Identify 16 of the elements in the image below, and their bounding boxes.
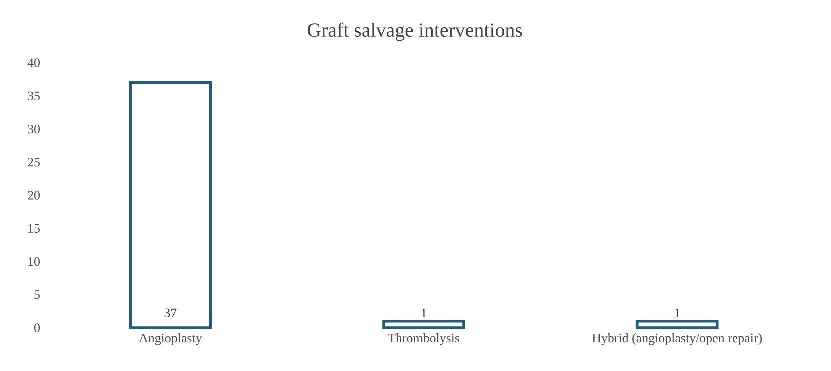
x-tick-label: Hybrid (angioplasty/open repair) (592, 334, 762, 346)
y-tick-label: 10 (28, 257, 40, 266)
x-tick-label: Angioplasty (139, 334, 202, 346)
chart-title: Graft salvage interventions (308, 22, 522, 42)
y-tick-label: 35 (28, 92, 40, 100)
y-tick-label: 0 (34, 324, 40, 332)
y-tick-label: 25 (28, 158, 40, 167)
y-tick-label: 5 (34, 290, 40, 300)
data-label: 1 (422, 308, 426, 318)
data-label: 1 (675, 308, 680, 318)
y-tick-label: 20 (28, 191, 40, 200)
x-tick-label: Thrombolysis (388, 334, 460, 346)
y-tick-label: 40 (28, 58, 40, 68)
y-tick-label: 30 (28, 124, 40, 134)
y-tick-label: 15 (28, 224, 40, 233)
data-label: 37 (164, 308, 177, 318)
